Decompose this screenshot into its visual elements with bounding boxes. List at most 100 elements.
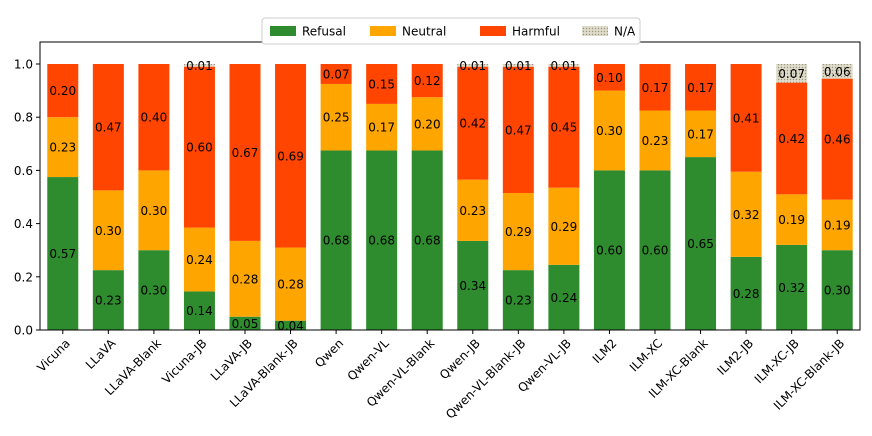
- data-label: 0.67: [232, 146, 259, 160]
- legend-label: Neutral: [402, 25, 446, 39]
- y-tick-label: 0.6: [14, 164, 33, 178]
- bar-refusal-llava-jb: [229, 316, 261, 330]
- data-label: 0.34: [459, 279, 486, 293]
- data-label: 0.29: [551, 220, 578, 234]
- data-label: 0.23: [95, 294, 122, 308]
- data-label: 0.12: [414, 74, 441, 88]
- data-label: 0.57: [49, 247, 76, 261]
- bar-neutral-qwen-vl-blank: [411, 97, 443, 151]
- bar-na-qwen-vl-blank-jb: [502, 64, 534, 67]
- data-label: 0.32: [733, 208, 760, 222]
- data-label: 0.45: [551, 121, 578, 135]
- y-tick-label: 0.4: [14, 217, 33, 231]
- bar-refusal-ilm2: [593, 170, 625, 330]
- bar-refusal-qwen-vl-blank: [411, 150, 443, 330]
- data-label: 0.23: [505, 294, 532, 308]
- data-label: 0.30: [824, 284, 851, 298]
- bar-harmful-ilm-xc-blank-jb: [821, 78, 853, 200]
- bar-refusal-ilm-xc-blank-jb: [821, 250, 853, 330]
- data-label: 0.42: [459, 117, 486, 131]
- data-label: 0.05: [232, 317, 259, 331]
- data-label: 0.32: [778, 281, 805, 295]
- bar-neutral-qwen: [320, 83, 352, 151]
- y-axis: 0.0 0.2 0.4 0.6 0.8 1.0: [14, 58, 40, 338]
- x-tick-label: Qwen-VL: [345, 336, 392, 383]
- data-label: 0.19: [778, 213, 805, 227]
- bar-harmful-qwen: [320, 64, 352, 84]
- data-label: 0.68: [323, 234, 350, 248]
- data-label: 0.28: [277, 278, 304, 292]
- data-label: 0.25: [323, 111, 350, 125]
- bar-harmful-qwen-vl-blank: [411, 64, 443, 98]
- bar-harmful-vicuna-jb: [183, 66, 215, 228]
- bars-layer: [47, 64, 853, 330]
- bar-neutral-ilm-xc: [639, 110, 671, 171]
- bar-harmful-llava-blank-jb: [275, 64, 307, 248]
- data-label: 0.01: [505, 59, 532, 73]
- data-label: 0.40: [141, 111, 168, 125]
- data-label: 0.60: [642, 244, 669, 258]
- data-labels-layer: 0.57 0.23 0.20 0.23 0.30 0.47 0.30 0.30 0.40 0.14…: [49, 59, 850, 333]
- data-label: 0.01: [459, 59, 486, 73]
- data-label: 0.24: [551, 291, 578, 305]
- bar-refusal-qwen: [320, 150, 352, 330]
- bar-neutral-llava: [92, 190, 124, 271]
- bar-neutral-ilm-xc-blank-jb: [821, 199, 853, 251]
- x-tick-label: ILM2-JB: [715, 336, 757, 378]
- bar-neutral-ilm-xc-blank: [685, 110, 717, 158]
- bar-harmful-qwen-vl-blank-jb: [502, 66, 534, 194]
- bar-harmful-ilm-xc-jb: [776, 82, 808, 195]
- data-label: 0.04: [277, 319, 304, 333]
- data-label: 0.47: [505, 123, 532, 137]
- data-label: 0.07: [323, 67, 350, 81]
- bar-harmful-llava: [92, 64, 124, 191]
- legend-swatch-neutral: [370, 26, 396, 36]
- legend-label: Refusal: [302, 25, 346, 39]
- y-tick-label: 1.0: [14, 58, 33, 72]
- data-label: 0.19: [824, 218, 851, 232]
- x-tick-label: Qwen-JB: [437, 336, 483, 382]
- data-label: 0.29: [505, 225, 532, 239]
- bar-refusal-qwen-vl-jb: [548, 264, 580, 330]
- bar-neutral-ilm-xc-jb: [776, 194, 808, 245]
- bar-neutral-vicuna-jb: [183, 227, 215, 292]
- y-tick-label: 0.0: [14, 324, 33, 338]
- bar-harmful-llava-blank: [138, 64, 170, 171]
- data-label: 0.23: [459, 204, 486, 218]
- data-label: 0.20: [49, 84, 76, 98]
- data-label: 0.17: [687, 81, 714, 95]
- bar-na-vicuna-jb: [183, 64, 215, 67]
- x-tick-label: Qwen: [312, 336, 346, 370]
- data-label: 0.30: [596, 124, 623, 138]
- bar-harmful-llava-jb: [229, 64, 261, 241]
- bar-neutral-llava-blank-jb: [275, 247, 307, 321]
- data-label: 0.06: [824, 65, 851, 79]
- bar-refusal-ilm-xc-blank: [685, 157, 717, 330]
- data-label: 0.68: [414, 234, 441, 248]
- bar-harmful-ilm2: [593, 64, 625, 91]
- data-label: 0.65: [687, 237, 714, 251]
- data-label: 0.17: [368, 121, 395, 135]
- bar-neutral-ilm2-jb: [730, 171, 762, 257]
- bar-refusal-ilm2-jb: [730, 256, 762, 330]
- legend-swatch-harmful: [480, 26, 506, 36]
- bar-na-ilm-xc-jb: [776, 64, 808, 83]
- bar-harmful-ilm-xc-blank: [685, 64, 717, 111]
- data-label: 0.30: [141, 284, 168, 298]
- data-label: 0.01: [551, 59, 578, 73]
- legend-swatch-na: [582, 26, 608, 36]
- data-label: 0.30: [95, 224, 122, 238]
- bar-refusal-llava-blank-jb: [275, 320, 307, 330]
- data-label: 0.30: [141, 204, 168, 218]
- legend: Refusal Neutral Harmful N/A: [261, 17, 641, 45]
- data-label: 0.01: [186, 59, 213, 73]
- legend-box: [261, 17, 641, 45]
- data-label: 0.69: [277, 149, 304, 163]
- bar-neutral-qwen-jb: [457, 179, 489, 241]
- bar-refusal-qwen-jb: [457, 240, 489, 330]
- data-label: 0.14: [186, 304, 213, 318]
- bar-refusal-vicuna-jb: [183, 291, 215, 330]
- data-label: 0.41: [733, 111, 760, 125]
- y-tick-label: 0.2: [14, 270, 33, 284]
